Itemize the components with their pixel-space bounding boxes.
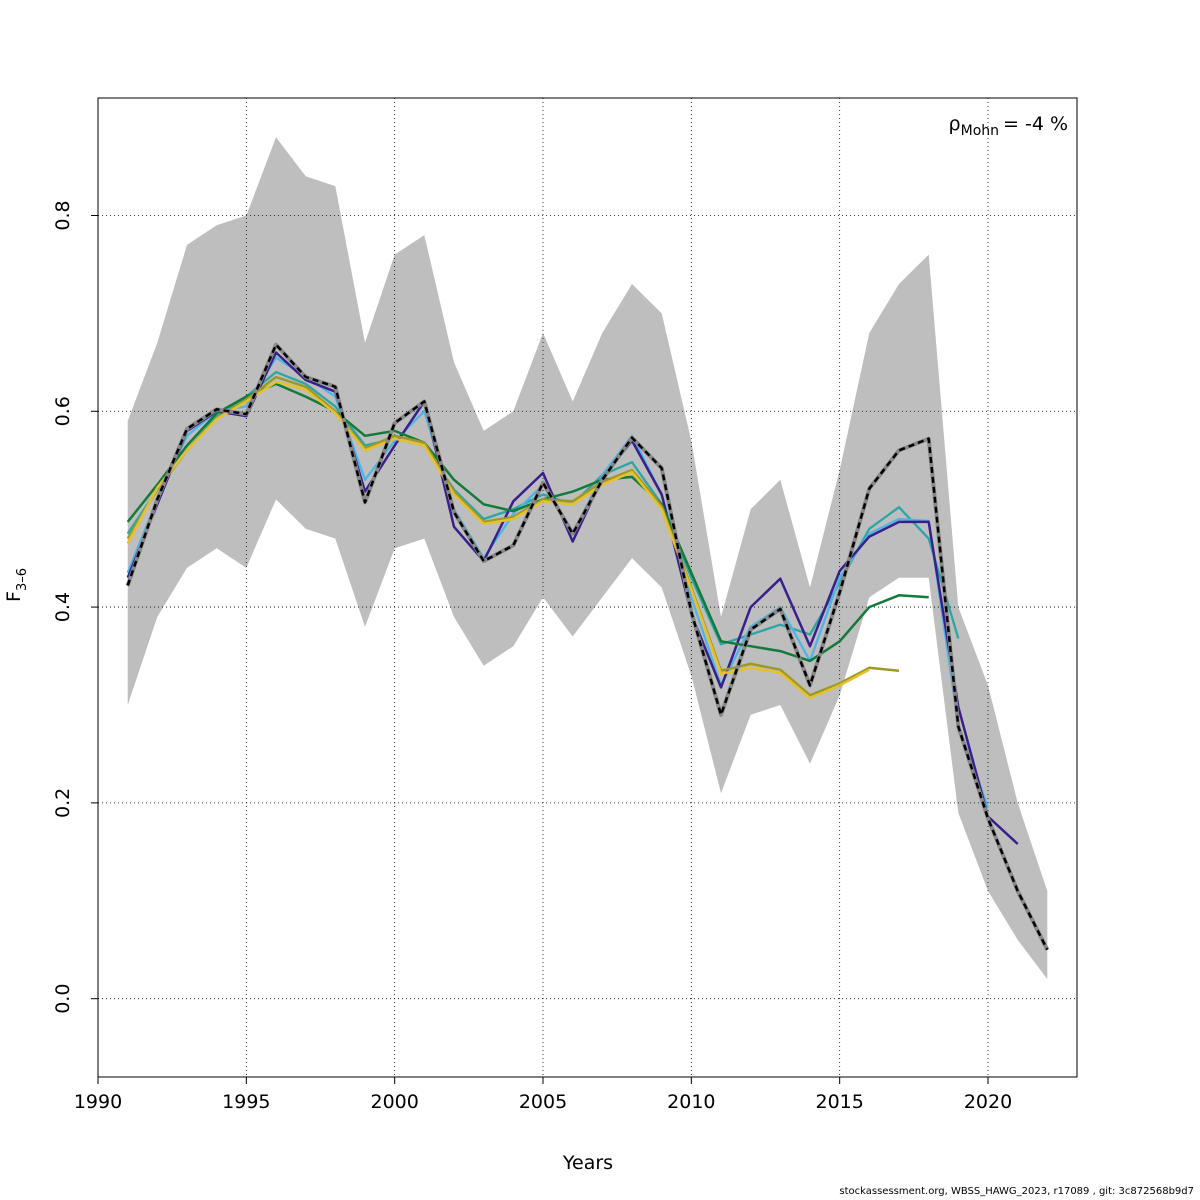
y-tick-label: 0.0	[52, 984, 74, 1014]
plot-frame	[97, 97, 1078, 1078]
y-tick-label: 0.6	[52, 396, 74, 426]
series-layer	[125, 342, 1050, 951]
x-tick-label: 2005	[519, 1091, 567, 1113]
confidence-band-layer	[127, 137, 1048, 980]
y-tick-label: 0.4	[52, 592, 74, 622]
y-axis-title: F3–6	[3, 568, 30, 602]
mohn-rho-subscript: Mohn	[961, 123, 999, 139]
x-tick-label: 2000	[370, 1091, 418, 1113]
mohn-rho-symbol: ρ	[949, 113, 961, 135]
x-tick-label: 1990	[74, 1091, 122, 1113]
x-axis-title: Years	[562, 1152, 613, 1174]
x-tick-label: 1995	[222, 1091, 270, 1113]
footer-source: stockassessment.org, WBSS_HAWG_2023, r17…	[839, 1186, 1194, 1197]
y-tick-label: 0.8	[52, 200, 74, 230]
x-tick-label: 2010	[667, 1091, 715, 1113]
mohn-rho-value: = -4 %	[1003, 113, 1068, 135]
axis-layer: 1990 1995 2000 2005 2010 2015 2020 0.0 0.2 0.4 0.6…	[52, 200, 1012, 1113]
confidence-band	[127, 137, 1048, 980]
y-axis-title-main: F	[3, 591, 25, 602]
series-line-0	[126, 370, 960, 646]
y-axis-title-sub: 3–6	[15, 568, 30, 591]
y-tick-label: 0.2	[52, 788, 74, 818]
mohn-rho-annotation: ρMohn = -4 %	[949, 113, 1068, 139]
x-tick-label: 2015	[815, 1091, 863, 1113]
series-line-2	[126, 351, 1019, 845]
x-tick-label: 2020	[964, 1091, 1012, 1113]
series-line-6	[126, 343, 1049, 951]
